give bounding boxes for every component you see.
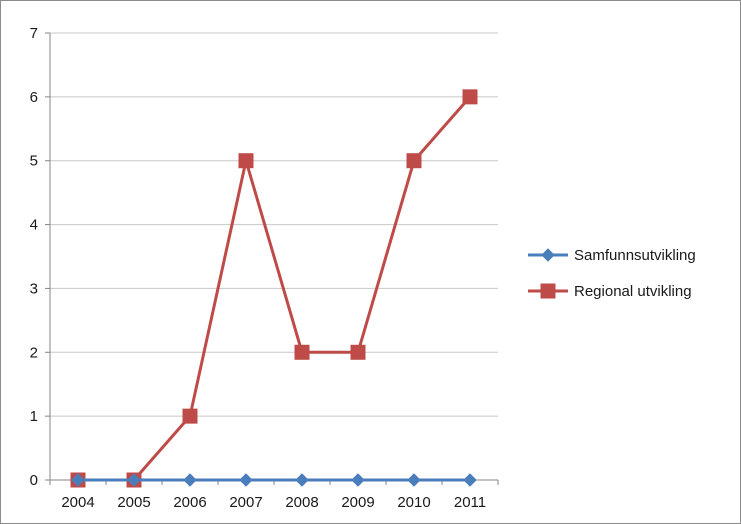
data-point	[294, 344, 310, 360]
y-tick-label: 0	[30, 472, 38, 489]
x-tick-label: 2010	[397, 494, 430, 511]
y-tick-label: 4	[30, 217, 38, 234]
x-tick-label: 2008	[285, 494, 318, 511]
y-tick-label: 2	[30, 344, 38, 361]
series-regional-utvikling	[70, 89, 478, 488]
legend-entry: Samfunnsutvikling	[528, 247, 696, 264]
data-point	[462, 89, 478, 105]
legend-label: Regional utvikling	[574, 283, 692, 300]
x-tick-label: 2009	[341, 494, 374, 511]
data-point	[406, 153, 422, 169]
data-point	[71, 473, 85, 487]
y-tick-label: 3	[30, 280, 38, 297]
data-point	[350, 344, 366, 360]
y-tick-label: 7	[30, 25, 38, 42]
y-tick-label: 6	[30, 89, 38, 106]
data-point	[295, 473, 309, 487]
legend-entry: Regional utvikling	[528, 283, 692, 300]
y-tick-labels: 0 1 2 3 4 5 6 7	[30, 25, 38, 489]
legend-swatch-marker	[540, 283, 556, 299]
x-tick-labels: 2004 2005 2006 2007 2008 2009 2010 2011	[61, 494, 486, 511]
y-tick-label: 1	[30, 408, 38, 425]
y-tick-label: 5	[30, 153, 38, 170]
data-point	[238, 153, 254, 169]
legend: Samfunnsutvikling Regional utvikling	[528, 247, 696, 300]
data-point	[127, 473, 141, 487]
series-line	[78, 95, 472, 482]
x-tick-label: 2006	[173, 494, 206, 511]
x-tick-label: 2007	[229, 494, 262, 511]
x-tick-label: 2011	[454, 494, 486, 511]
series-samfunnsutvikling	[71, 473, 477, 487]
data-point	[407, 473, 421, 487]
series-group	[70, 89, 478, 488]
legend-swatch-marker	[541, 248, 555, 262]
gridlines	[50, 32, 498, 417]
axes	[45, 32, 499, 485]
data-point	[463, 473, 477, 487]
data-point	[183, 473, 197, 487]
legend-label: Samfunnsutvikling	[574, 247, 696, 264]
data-point	[182, 408, 198, 424]
x-tick-label: 2005	[117, 494, 150, 511]
x-tick-label: 2004	[61, 494, 94, 511]
data-point	[351, 473, 365, 487]
data-point	[239, 473, 253, 487]
